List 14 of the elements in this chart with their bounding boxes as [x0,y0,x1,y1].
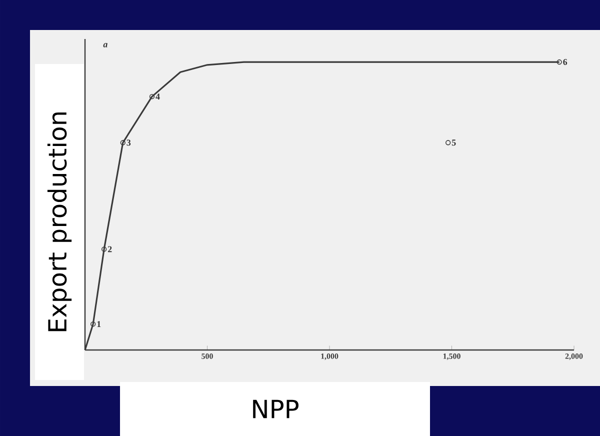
point [120,140,126,146]
point [446,140,451,146]
annotation: 6 [563,59,568,66]
annotation: 4 [156,94,160,100]
y-axis-title: Export production [47,112,72,332]
annotation: 5 [452,140,456,146]
x-axis-title: NPP [253,400,298,418]
annotation: 3 [126,140,131,146]
annotation: 2 [108,246,112,252]
text: a [103,43,108,48]
point [90,321,96,327]
point [101,246,107,252]
point [149,94,155,100]
annotation: 1 [97,321,101,328]
